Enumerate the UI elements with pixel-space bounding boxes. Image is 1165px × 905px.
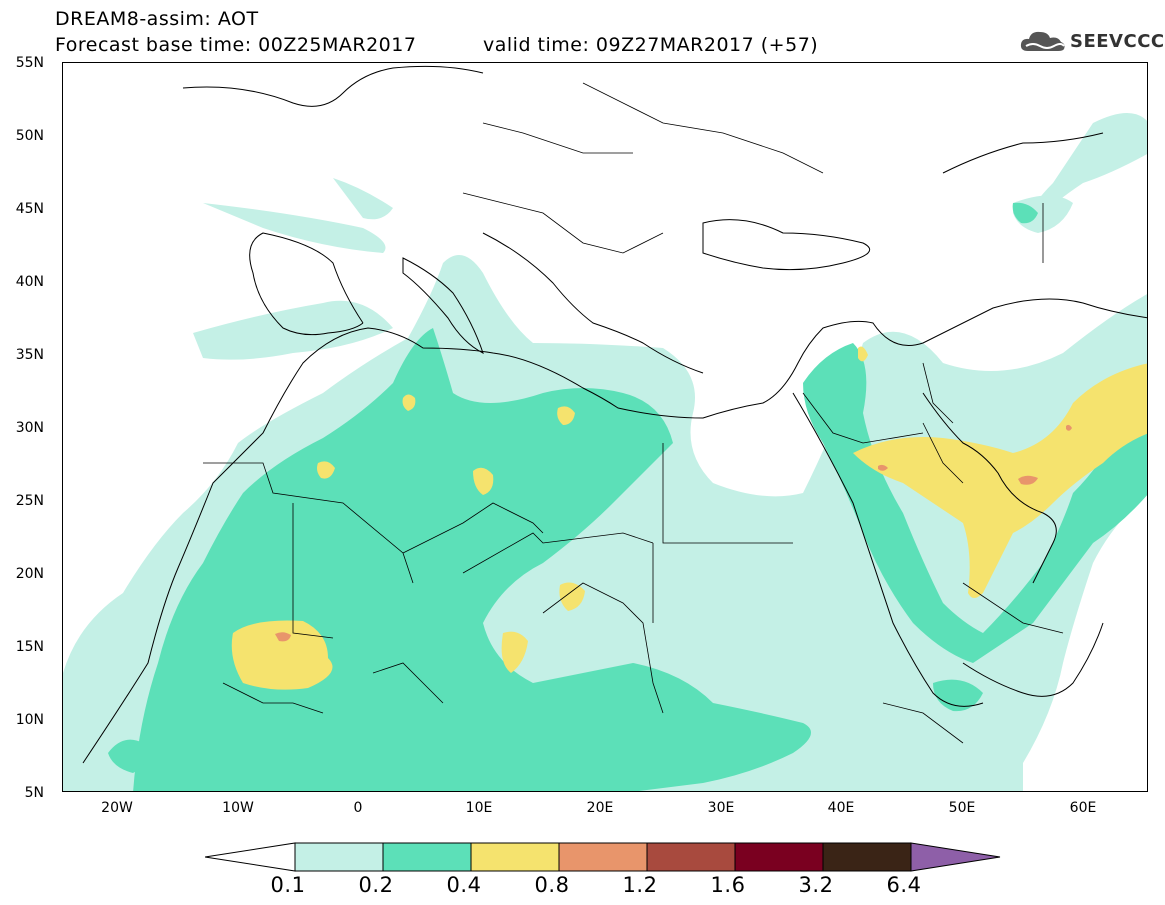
- lat-label-45n: 45N: [15, 201, 44, 217]
- lat-label-5n: 5N: [24, 785, 44, 801]
- lat-label-35n: 35N: [15, 347, 44, 363]
- colorbar-label-3.2: 3.2: [798, 873, 834, 897]
- colorbar-box-1.2: [646, 842, 736, 872]
- colorbar-over-arrow: [910, 842, 1001, 872]
- colorbar-box-0.1: [294, 842, 384, 872]
- lon-label-60e: 60E: [1069, 800, 1097, 816]
- lat-label-20n: 20N: [15, 566, 44, 582]
- colorbar: [205, 842, 1001, 872]
- lon-label-20e: 20E: [586, 800, 614, 816]
- aot-map: [63, 65, 1147, 791]
- lon-label-40e: 40E: [827, 800, 855, 816]
- valid-time: valid time: 09Z27MAR2017 (+57): [483, 34, 819, 56]
- lat-label-55n: 55N: [15, 55, 44, 71]
- colorbar-under-arrow: [205, 842, 296, 872]
- lon-label-10w: 10W: [222, 800, 254, 816]
- lat-label-40n: 40N: [15, 274, 44, 290]
- lon-label-10e: 10E: [465, 800, 493, 816]
- country-borders: [203, 82, 1064, 744]
- coastlines: [82, 65, 1147, 764]
- colorbar-box-0.4: [470, 842, 560, 872]
- colorbar-box-1.6: [734, 842, 824, 872]
- lat-label-10n: 10N: [15, 712, 44, 728]
- aot-field-0.8: [275, 424, 1072, 642]
- colorbar-label-0.2: 0.2: [358, 873, 394, 897]
- lon-label-0: 0: [353, 800, 363, 816]
- colorbar-box-3.2: [822, 842, 912, 872]
- colorbar-label-1.2: 1.2: [622, 873, 658, 897]
- lat-label-25n: 25N: [15, 493, 44, 509]
- aot-field-0.4: [231, 346, 1147, 690]
- chart-title: DREAM8-assim: AOT: [55, 8, 259, 30]
- forecast-base-time: Forecast base time: 00Z25MAR2017: [55, 34, 417, 56]
- lat-label-50n: 50N: [15, 128, 44, 144]
- seevccc-logo: SEEVCCC: [1018, 26, 1164, 56]
- colorbar-box-0.2: [382, 842, 472, 872]
- map-panel: [62, 62, 1148, 792]
- colorbar-label-1.6: 1.6: [710, 873, 746, 897]
- logo-text: SEEVCCC: [1070, 31, 1165, 52]
- cloud-icon: [1020, 31, 1065, 51]
- lat-label-30n: 30N: [15, 420, 44, 436]
- colorbar-box-0.8: [558, 842, 648, 872]
- lon-label-30e: 30E: [707, 800, 735, 816]
- colorbar-label-0.8: 0.8: [534, 873, 570, 897]
- lon-label-50e: 50E: [948, 800, 976, 816]
- colorbar-label-6.4: 6.4: [886, 873, 922, 897]
- lon-label-20w: 20W: [101, 800, 133, 816]
- colorbar-label-0.4: 0.4: [446, 873, 482, 897]
- colorbar-label-0.1: 0.1: [270, 873, 306, 897]
- lat-label-15n: 15N: [15, 639, 44, 655]
